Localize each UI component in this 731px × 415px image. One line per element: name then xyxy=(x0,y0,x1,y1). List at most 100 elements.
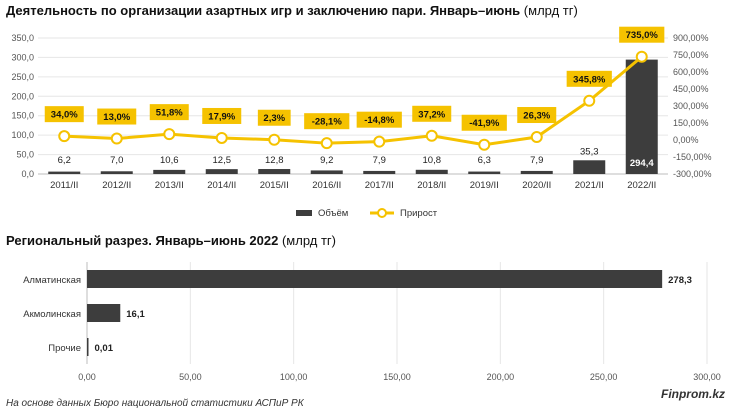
chart1-bar xyxy=(153,169,186,174)
chart1-bar-label: 6,3 xyxy=(478,155,491,166)
chart1-bar xyxy=(415,169,448,174)
chart1-bar-label: 10,6 xyxy=(160,155,179,166)
chart2-xtick: 250,00 xyxy=(590,372,618,382)
chart1-ytick-left: 100,0 xyxy=(11,130,34,140)
chart1-ytick-left: 250,0 xyxy=(11,72,34,82)
chart1-bar-label: 6,2 xyxy=(58,155,71,166)
chart1-ytick-right: -150,00% xyxy=(673,152,712,162)
chart1-category-label: 2022/II xyxy=(627,180,656,191)
chart1-ytick-right: 300,00% xyxy=(673,101,709,111)
chart1-category-label: 2018/II xyxy=(417,180,446,191)
chart1-category-label: 2020/II xyxy=(522,180,551,191)
chart1-category-label: 2012/II xyxy=(102,180,131,191)
chart1-growth-point xyxy=(163,128,176,141)
chart1-growth-label: -14,8% xyxy=(364,115,395,126)
chart1-growth-point xyxy=(110,132,123,145)
chart1-bar xyxy=(258,169,291,174)
chart2-xtick: 0,00 xyxy=(78,372,96,382)
chart1-category-label: 2021/II xyxy=(575,180,604,191)
chart1-bar-label: 294,4 xyxy=(630,158,654,169)
chart1-bar xyxy=(520,170,553,174)
chart1-growth-label-box xyxy=(304,113,350,130)
chart1-ytick-right: 150,00% xyxy=(673,118,709,128)
chart1-category-label: 2011/II xyxy=(50,180,78,191)
chart1-growth-label-box xyxy=(356,111,402,128)
chart1-legend-line-marker xyxy=(377,208,387,218)
chart1-bar xyxy=(625,59,658,175)
chart2-bar xyxy=(87,304,121,322)
chart1-ytick-left: 350,0 xyxy=(11,33,34,43)
chart1-growth-label: -28,1% xyxy=(312,117,343,128)
chart2-bar xyxy=(87,338,89,356)
chart1-growth-label-box xyxy=(619,26,665,43)
chart1-bar xyxy=(205,169,238,174)
chart1-svg: 0,0 50,0 100,0 150,0 200,0 250,0 300,0 350,0 -30… xyxy=(11,26,712,219)
chart1-growth-label: -41,9% xyxy=(469,118,500,129)
chart2-bar-label: 16,1 xyxy=(126,309,145,320)
chart2-title: Региональный разрез. Январь–июнь 2022 (м… xyxy=(6,233,336,248)
chart1-ytick-left: 50,0 xyxy=(16,150,34,160)
chart1-growth-line xyxy=(64,55,643,147)
chart2-xtick: 200,00 xyxy=(487,372,515,382)
chart1-bar xyxy=(573,160,606,174)
chart1-bar-label: 7,0 xyxy=(110,155,123,166)
chart1-bar-label: 12,5 xyxy=(213,155,232,166)
chart1-ytick-left: 0,0 xyxy=(21,169,34,179)
chart1-bar xyxy=(100,171,133,174)
chart1-title: Деятельность по организации азартных игр… xyxy=(6,3,578,18)
chart1-bar-label: 12,8 xyxy=(265,155,284,166)
chart1-growth-label: 735,0% xyxy=(626,30,659,41)
chart1-category-label: 2014/II xyxy=(207,180,236,191)
chart1-growth-point xyxy=(425,129,438,142)
chart1-growth-label-box xyxy=(44,106,84,123)
chart1-category-label: 2017/II xyxy=(365,180,394,191)
chart1-growth-point xyxy=(373,135,386,148)
chart1-bar-label: 7,9 xyxy=(530,155,543,166)
chart1-growth-label: 34,0% xyxy=(51,110,78,121)
chart1-growth-point xyxy=(215,131,228,144)
chart2-category-label: Акмолинская xyxy=(23,309,81,320)
chart1-category-label: 2015/II xyxy=(260,180,289,191)
chart2-xtick: 150,00 xyxy=(383,372,411,382)
chart1-title-text: Деятельность по организации азартных игр… xyxy=(6,3,521,18)
chart1-ytick-right: -300,00% xyxy=(673,169,712,179)
chart1-growth-label: 37,2% xyxy=(418,109,445,120)
chart2-bar-label: 0,01 xyxy=(95,343,114,354)
chart1-legend-bar-label: Объём xyxy=(318,208,348,219)
chart2-category-label: Алматинская xyxy=(23,275,81,286)
chart1-growth-point xyxy=(530,131,543,144)
brand-label: Finprom.kz xyxy=(660,387,725,401)
chart1-growth-point xyxy=(583,94,596,107)
chart2-xtick: 50,00 xyxy=(179,372,202,382)
chart1-growth-label: 2,3% xyxy=(263,113,285,124)
chart1-bar xyxy=(48,171,81,174)
chart1-bar xyxy=(468,171,501,174)
chart1-growth-label-box xyxy=(412,105,452,122)
chart1-growth-label: 345,8% xyxy=(573,74,606,85)
chart1-ytick-right: 750,00% xyxy=(673,50,709,60)
chart1-title-unit: (млрд тг) xyxy=(523,3,578,18)
chart1-legend-bar-swatch xyxy=(296,210,312,216)
chart1-ytick-left: 150,0 xyxy=(11,111,34,121)
chart2-bar xyxy=(87,270,663,288)
chart1-growth-label-box xyxy=(461,114,507,131)
chart1-ytick-right: 450,00% xyxy=(673,84,709,94)
chart1-bar-label: 35,3 xyxy=(580,146,599,157)
chart1-growth-point xyxy=(320,137,333,150)
chart1-growth-label-box xyxy=(517,107,557,124)
chart1-ytick-left: 300,0 xyxy=(11,52,34,62)
chart2-bar-label: 278,3 xyxy=(668,275,692,286)
chart1-category-label: 2016/II xyxy=(312,180,341,191)
chart1-bar xyxy=(363,170,396,174)
chart1-growth-label: 17,9% xyxy=(208,111,235,122)
chart1-growth-label-box xyxy=(97,108,137,125)
chart1-category-label: 2013/II xyxy=(155,180,184,191)
chart1-growth-point xyxy=(478,138,491,151)
chart2-title-unit: (млрд тг) xyxy=(281,233,336,248)
chart1-ytick-right: 900,00% xyxy=(673,33,709,43)
chart2-category-label: Прочие xyxy=(48,343,81,354)
chart1-growth-point xyxy=(58,130,71,143)
chart1-growth-label: 13,0% xyxy=(103,112,130,123)
chart1-growth-label: 51,8% xyxy=(156,108,183,119)
chart1-growth-label-box xyxy=(257,109,291,126)
